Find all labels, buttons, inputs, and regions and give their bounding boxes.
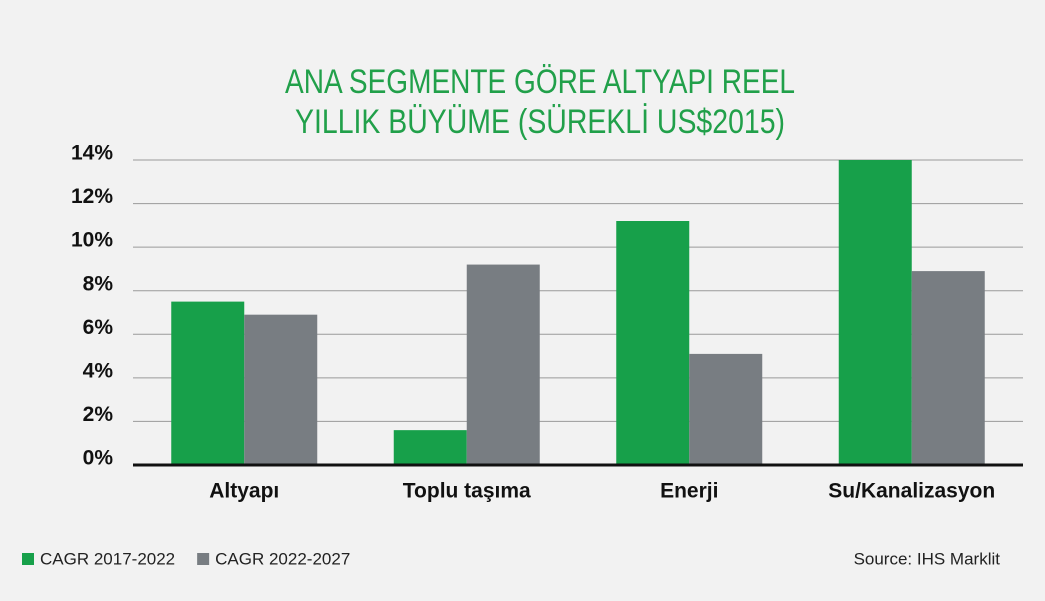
y-tick-label: 2% — [83, 403, 114, 426]
y-tick-label: 6% — [83, 316, 114, 339]
y-tick-label: 10% — [71, 229, 113, 252]
bar — [171, 301, 245, 465]
x-tick-label: Enerji — [660, 480, 718, 503]
bar — [466, 264, 540, 465]
legend-swatch — [22, 553, 34, 565]
bar — [616, 221, 690, 465]
bar — [838, 160, 912, 465]
x-tick-label: Toplu taşıma — [403, 480, 531, 503]
bar — [911, 271, 985, 465]
y-tick-label: 12% — [71, 185, 113, 208]
legend-label: CAGR 2022-2027 — [215, 549, 350, 568]
bar — [393, 430, 467, 465]
y-tick-label: 0% — [83, 447, 114, 470]
legend-label: CAGR 2017-2022 — [40, 549, 175, 568]
y-tick-label: 4% — [83, 359, 114, 382]
bar — [689, 353, 763, 465]
y-tick-label: 8% — [83, 272, 114, 295]
y-tick-label: 14% — [71, 142, 113, 165]
chart-title: ANA SEGMENTE GÖRE ALTYAPI REEL — [285, 63, 795, 101]
legend-swatch — [197, 553, 210, 565]
chart-title: YILLIK BÜYÜME (SÜREKLİ US$2015) — [295, 103, 785, 141]
x-tick-label: Altyapı — [209, 480, 279, 503]
x-tick-label: Su/Kanalizasyon — [828, 480, 995, 503]
bar — [244, 314, 318, 465]
source: Source: IHS Marklit — [854, 549, 1001, 568]
